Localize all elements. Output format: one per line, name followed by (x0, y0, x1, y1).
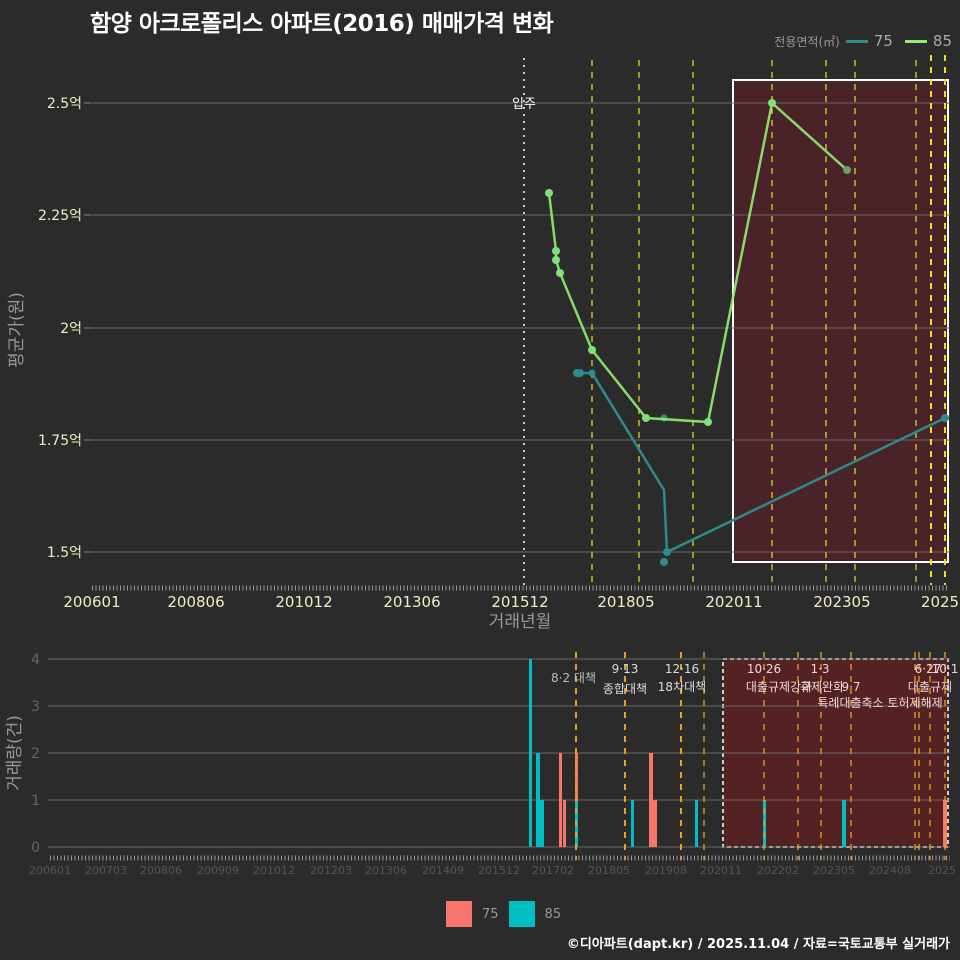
svg-text:202305: 202305 (813, 864, 855, 877)
svg-text:202408: 202408 (869, 864, 911, 877)
bar-legend-swatch-75 (446, 901, 472, 927)
policy-annotations: 8·2 대책 9·13 종합대책 12·16 18차대책 10·26 대출규제강… (551, 662, 958, 710)
series-85-points (545, 99, 851, 426)
svg-text:201012: 201012 (275, 593, 332, 611)
bar-legend: 75 85 (446, 901, 561, 927)
svg-text:6·27: 6·27 (915, 662, 942, 676)
bar-x-tick-labels: 200601 200703 200806 200909 201012 201203 2… (29, 864, 956, 877)
chart-title: 함양 아크로폴리스 아파트(2016) 매매가격 변화 (90, 11, 554, 37)
svg-text:3: 3 (31, 699, 40, 715)
svg-text:대출규제강화: 대출규제강화 (746, 680, 812, 694)
bar-y-tick-labels: 4 3 2 1 0 (31, 652, 40, 856)
y-tick-labels: 2.5억 2.25억 2억 1.75억 1.5억 (38, 96, 82, 561)
svg-text:2025: 2025 (921, 593, 959, 611)
svg-text:9·7: 9·7 (841, 680, 860, 694)
move-in-label: 입주 (512, 97, 536, 112)
svg-text:1·3: 1·3 (810, 662, 829, 676)
svg-text:200601: 200601 (29, 864, 71, 877)
svg-text:202011: 202011 (705, 593, 762, 611)
svg-text:200601: 200601 (63, 593, 120, 611)
bar-legend-swatch-85 (508, 901, 535, 927)
legend-title: 전용면적(㎡) (774, 34, 840, 49)
svg-text:0: 0 (31, 840, 40, 856)
legend-swatch-75 (845, 39, 868, 43)
svg-text:2억: 2억 (60, 321, 82, 337)
svg-text:특례대출축소 토허제해제: 특례대출축소 토허제해제 (817, 696, 942, 710)
svg-text:200703: 200703 (85, 864, 127, 877)
svg-text:1: 1 (31, 793, 40, 809)
svg-text:2.25억: 2.25억 (38, 208, 82, 224)
svg-text:201409: 201409 (422, 864, 464, 877)
line-legend: 전용면적(㎡) 75 85 (774, 32, 952, 50)
svg-text:202305: 202305 (813, 593, 870, 611)
svg-text:200909: 200909 (197, 864, 239, 877)
svg-text:2025: 2025 (928, 864, 956, 877)
bar-policy-lines (575, 652, 946, 860)
svg-text:10·1: 10·1 (932, 662, 959, 676)
svg-text:201203: 201203 (310, 864, 352, 877)
svg-text:201512: 201512 (478, 864, 520, 877)
svg-text:200806: 200806 (167, 593, 224, 611)
svg-text:8·2 대책: 8·2 대책 (551, 670, 596, 685)
svg-text:201805: 201805 (588, 864, 630, 877)
bar-legend-label-85: 85 (544, 906, 562, 922)
svg-text:종합대책: 종합대책 (603, 681, 647, 696)
svg-text:201805: 201805 (597, 593, 654, 611)
y-axis-title: 평균가(원) (7, 292, 27, 368)
svg-text:201702: 201702 (532, 864, 574, 877)
svg-text:규제완화: 규제완화 (800, 680, 844, 694)
svg-text:1.5억: 1.5억 (47, 545, 82, 561)
svg-text:4: 4 (31, 652, 40, 668)
svg-text:201908: 201908 (645, 864, 687, 877)
footer-credit: ©디아파트(dapt.kr) / 2025.11.04 / 자료=국토교통부 실… (566, 937, 950, 952)
svg-text:200806: 200806 (140, 864, 182, 877)
svg-text:대출규제: 대출규제 (908, 680, 952, 694)
svg-text:1.75억: 1.75억 (38, 433, 82, 449)
bar-legend-label-75: 75 (482, 906, 499, 922)
legend-label-75: 75 (873, 32, 893, 50)
svg-text:18차대책: 18차대책 (658, 679, 706, 694)
svg-text:202202: 202202 (757, 864, 799, 877)
svg-text:10·26: 10·26 (747, 662, 781, 676)
svg-text:201306: 201306 (365, 864, 407, 877)
svg-text:201306: 201306 (383, 593, 440, 611)
svg-text:201512: 201512 (491, 593, 548, 611)
legend-label-85: 85 (932, 32, 952, 50)
bar-y-axis-title: 거래량(건) (5, 715, 25, 791)
svg-text:202011: 202011 (700, 864, 742, 877)
policy-lines (591, 55, 946, 585)
volume-bar-chart: 4 3 2 1 0 거래량(건) 8·2 대책 (5, 652, 958, 877)
series-75-line (577, 371, 946, 554)
svg-text:2.5억: 2.5억 (47, 96, 82, 112)
price-line-chart: 2.5억 2.25억 2억 1.75억 1.5억 평균가(원) 입주 (7, 55, 959, 632)
svg-text:2: 2 (31, 746, 40, 762)
x-axis-title: 거래년월 (489, 612, 552, 632)
svg-text:9·13: 9·13 (612, 662, 639, 676)
x-tick-labels: 200601 200806 201012 201306 201512 20180… (63, 593, 959, 611)
svg-text:12·16: 12·16 (665, 662, 699, 676)
highlight-region (732, 79, 949, 563)
svg-text:201012: 201012 (253, 864, 295, 877)
series-75-points (573, 369, 949, 566)
legend-swatch-85 (904, 39, 927, 43)
y-gridlines (90, 102, 950, 553)
